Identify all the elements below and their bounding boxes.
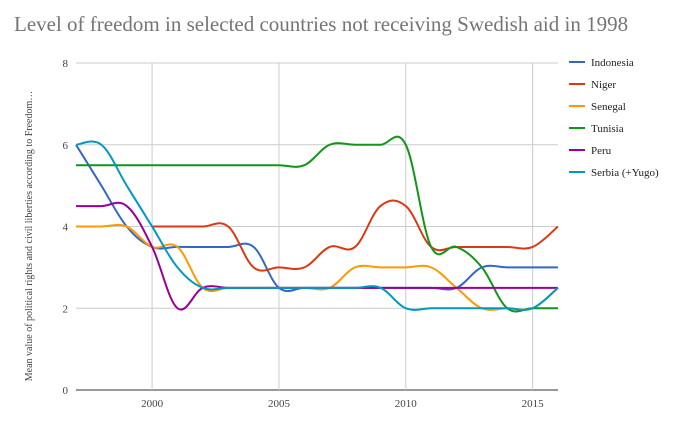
chart-title: Level of freedom in selected countries n… bbox=[14, 12, 629, 36]
series-line-serbia-yugo bbox=[75, 140, 559, 311]
legend-item-serbia-yugo: Serbia (+Yugo) bbox=[569, 167, 659, 179]
y-tick-label: 2 bbox=[63, 303, 69, 315]
series-line-niger bbox=[152, 199, 559, 272]
y-tick-label: 4 bbox=[63, 222, 69, 234]
x-tick-label: 2005 bbox=[268, 398, 291, 410]
legend-label: Tunisia bbox=[591, 123, 624, 135]
legend-item-senegal: Senegal bbox=[569, 101, 626, 113]
series-line-indonesia bbox=[75, 144, 558, 293]
legend-item-niger: Niger bbox=[569, 79, 616, 91]
legend: Indonesia Niger Senegal Tunisia Peru Serbia (… bbox=[569, 57, 659, 179]
legend-label: Serbia (+Yugo) bbox=[591, 167, 659, 179]
axis-ticks: 0 2 4 6 8 2000 2005 2010 2015 bbox=[63, 58, 545, 410]
legend-item-tunisia: Tunisia bbox=[569, 123, 624, 135]
legend-item-indonesia: Indonesia bbox=[569, 57, 634, 69]
legend-label: Niger bbox=[591, 79, 616, 91]
y-tick-label: 0 bbox=[63, 385, 69, 397]
grid-lines bbox=[76, 62, 558, 391]
x-tick-label: 2015 bbox=[522, 398, 545, 410]
legend-label: Peru bbox=[591, 145, 612, 157]
legend-label: Indonesia bbox=[591, 57, 634, 69]
y-axis-label: Mean value of political rights and civil… bbox=[24, 91, 35, 381]
y-tick-label: 6 bbox=[63, 140, 69, 152]
x-tick-label: 2000 bbox=[141, 398, 164, 410]
series-line-tunisia bbox=[76, 135, 558, 313]
x-tick-label: 2010 bbox=[395, 398, 418, 410]
legend-label: Senegal bbox=[591, 101, 626, 113]
series-lines bbox=[75, 135, 559, 313]
series-line-senegal bbox=[76, 223, 559, 311]
legend-item-peru: Peru bbox=[569, 145, 612, 157]
y-tick-label: 8 bbox=[63, 58, 69, 70]
